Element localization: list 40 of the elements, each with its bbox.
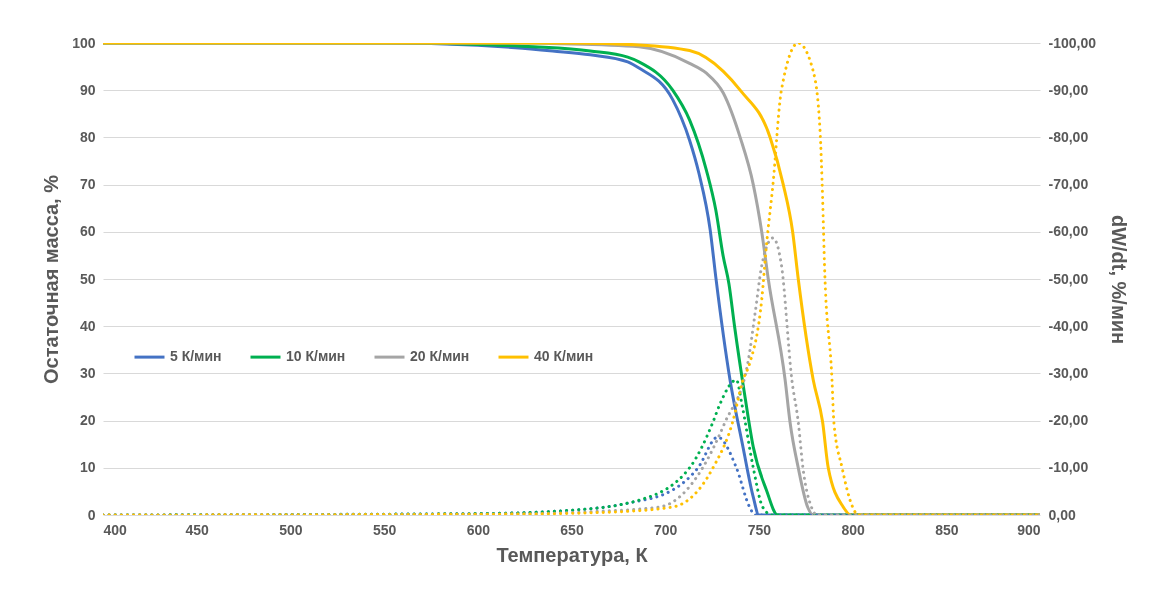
y-tick-label: 60	[79, 223, 96, 240]
y-tick-label: 100	[72, 34, 96, 51]
y2-tick-label: -60,00	[1048, 223, 1089, 240]
y2-tick-label: -40,00	[1048, 317, 1089, 334]
y-tick-label: 40	[79, 317, 96, 334]
y2-tick-label: -10,00	[1048, 459, 1089, 476]
legend-label: 5 К/мин	[170, 348, 222, 365]
y-tick-label: 10	[79, 459, 96, 476]
y-tick-label: 30	[79, 364, 96, 381]
y2-tick-label: -80,00	[1048, 128, 1089, 145]
y2-tick-label: -50,00	[1048, 270, 1089, 287]
x-tick-label: 600	[466, 521, 491, 538]
x-tick-label: 700	[654, 521, 678, 538]
x-tick-label: 650	[560, 521, 584, 538]
y-tick-label: 90	[79, 81, 96, 98]
y2-tick-label: 0,00	[1048, 506, 1076, 523]
y2-axis-title: dW/dt, %/мин	[1107, 214, 1130, 345]
y2-tick-label: -90,00	[1048, 81, 1089, 98]
x-tick-label: 450	[185, 521, 210, 538]
x-tick-label: 500	[279, 521, 303, 538]
legend-label: 40 К/мин	[534, 348, 594, 365]
x-tick-label: 400	[103, 521, 128, 538]
y-axis-title: Остаточная масса, %	[40, 174, 63, 385]
y-tick-label: 80	[79, 128, 96, 145]
y2-tick-label: -70,00	[1048, 176, 1089, 193]
y-tick-label: 50	[79, 270, 96, 287]
y-tick-label: 70	[79, 176, 96, 193]
y-tick-label: 0	[87, 506, 96, 523]
x-tick-label: 800	[841, 521, 865, 538]
x-tick-label: 900	[1017, 521, 1041, 538]
y-tick-label: 20	[79, 412, 96, 429]
legend-label: 10 К/мин	[286, 348, 346, 365]
x-axis-title: Температура, К	[496, 543, 649, 566]
legend-label: 20 К/мин	[410, 348, 470, 365]
x-tick-label: 850	[935, 521, 959, 538]
x-tick-label: 750	[747, 521, 772, 538]
y2-tick-label: -20,00	[1048, 412, 1089, 429]
y2-tick-label: -30,00	[1048, 364, 1089, 381]
y2-tick-label: -100,00	[1048, 34, 1097, 51]
x-tick-label: 550	[372, 521, 397, 538]
